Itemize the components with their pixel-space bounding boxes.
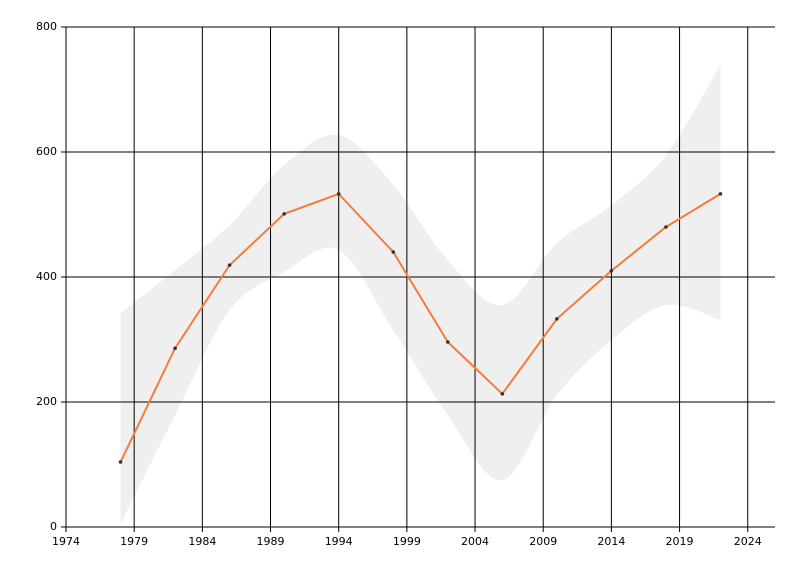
x-tick-label: 2024 xyxy=(734,535,762,548)
x-tick-label: 2014 xyxy=(597,535,625,548)
y-tick-label: 400 xyxy=(36,270,57,283)
y-tick-label: 800 xyxy=(36,20,57,33)
x-tick-label: 1999 xyxy=(393,535,421,548)
x-tick-label: 1984 xyxy=(188,535,216,548)
x-tick-label: 2009 xyxy=(529,535,557,548)
data-point xyxy=(664,225,668,229)
x-tick-label: 2004 xyxy=(461,535,489,548)
data-point xyxy=(391,250,396,254)
x-tick-label: 1979 xyxy=(120,535,148,548)
data-line xyxy=(119,192,721,463)
data-point xyxy=(500,392,505,396)
data-point xyxy=(336,192,341,196)
data-point xyxy=(227,263,232,267)
data-point xyxy=(445,340,450,344)
x-tick-label: 1974 xyxy=(52,535,80,548)
data-point xyxy=(282,212,286,216)
data-point xyxy=(555,317,559,321)
y-tick-label: 200 xyxy=(36,395,57,408)
x-tick-label: 1989 xyxy=(257,535,285,548)
data-point xyxy=(609,268,614,273)
x-tick-label: 2019 xyxy=(666,535,694,548)
y-tick-label: 0 xyxy=(50,520,57,533)
x-tick-label: 1994 xyxy=(325,535,353,548)
data-point xyxy=(718,192,723,196)
data-point xyxy=(173,346,177,351)
y-tick-label: 600 xyxy=(36,145,57,158)
data-point xyxy=(118,460,123,464)
